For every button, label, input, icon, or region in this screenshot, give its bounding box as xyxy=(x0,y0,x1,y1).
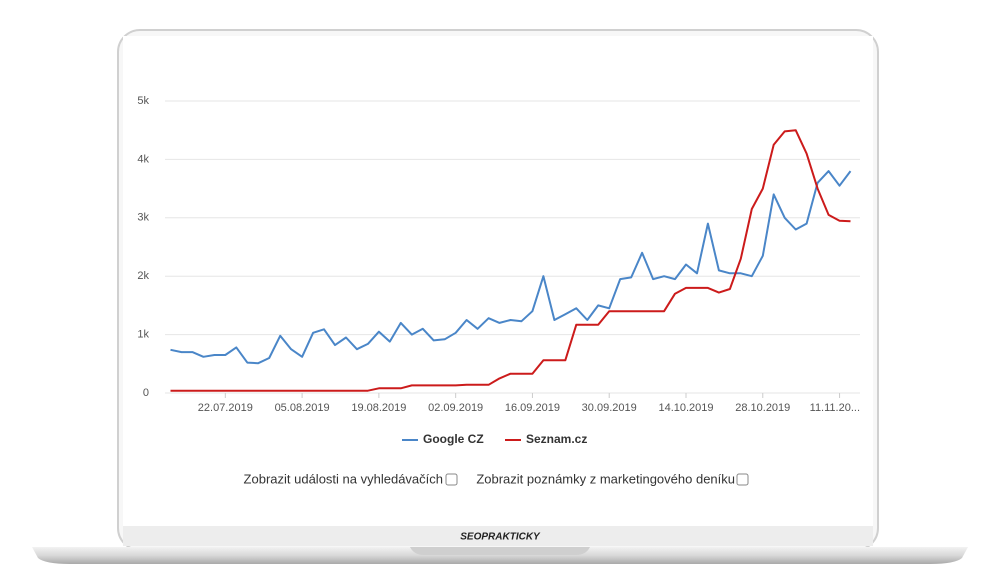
x-tick-label: 02.09.2019 xyxy=(428,402,483,414)
base-notch xyxy=(410,547,590,555)
y-tick-label: 3k xyxy=(137,212,149,224)
y-tick-label: 2k xyxy=(137,270,149,282)
plot: 0 1k 2k 3k 4k 5k 22.07.2019 05.08.2019 19.08.201… xyxy=(137,95,860,446)
x-tick-label: 11.11.20... xyxy=(810,402,860,414)
brand: SEOPRAKTICKY xyxy=(460,532,541,543)
x-tick-label: 05.08.2019 xyxy=(275,402,330,414)
x-tick-label: 16.09.2019 xyxy=(505,402,560,414)
checkbox[interactable] xyxy=(736,473,749,486)
control-label: Zobrazit poznámky z marketingového deník… xyxy=(476,471,735,486)
y-tick-label: 4k xyxy=(137,153,149,165)
x-tick-label: 30.09.2019 xyxy=(582,402,637,414)
series-line xyxy=(170,129,851,392)
y-tick-label: 0 xyxy=(143,387,149,399)
bezel-bottom xyxy=(123,526,873,546)
y-tick-label: 5k xyxy=(137,95,149,107)
controls: Zobrazit události na vyhledávačích Zobra… xyxy=(244,471,749,486)
legend-label: Seznam.cz xyxy=(526,432,587,446)
series-line xyxy=(170,170,852,365)
control-label: Zobrazit události na vyhledávačích xyxy=(244,471,443,486)
x-tick-label: 22.07.2019 xyxy=(198,402,253,414)
x-tick-label: 19.08.2019 xyxy=(351,402,406,414)
screen xyxy=(123,36,873,526)
checkbox[interactable] xyxy=(445,473,458,486)
laptop-base xyxy=(32,547,968,564)
x-tick-label: 14.10.2019 xyxy=(658,402,713,414)
x-tick-label: 28.10.2019 xyxy=(735,402,790,414)
y-tick-label: 1k xyxy=(137,329,149,341)
legend-label: Google CZ xyxy=(423,432,484,446)
